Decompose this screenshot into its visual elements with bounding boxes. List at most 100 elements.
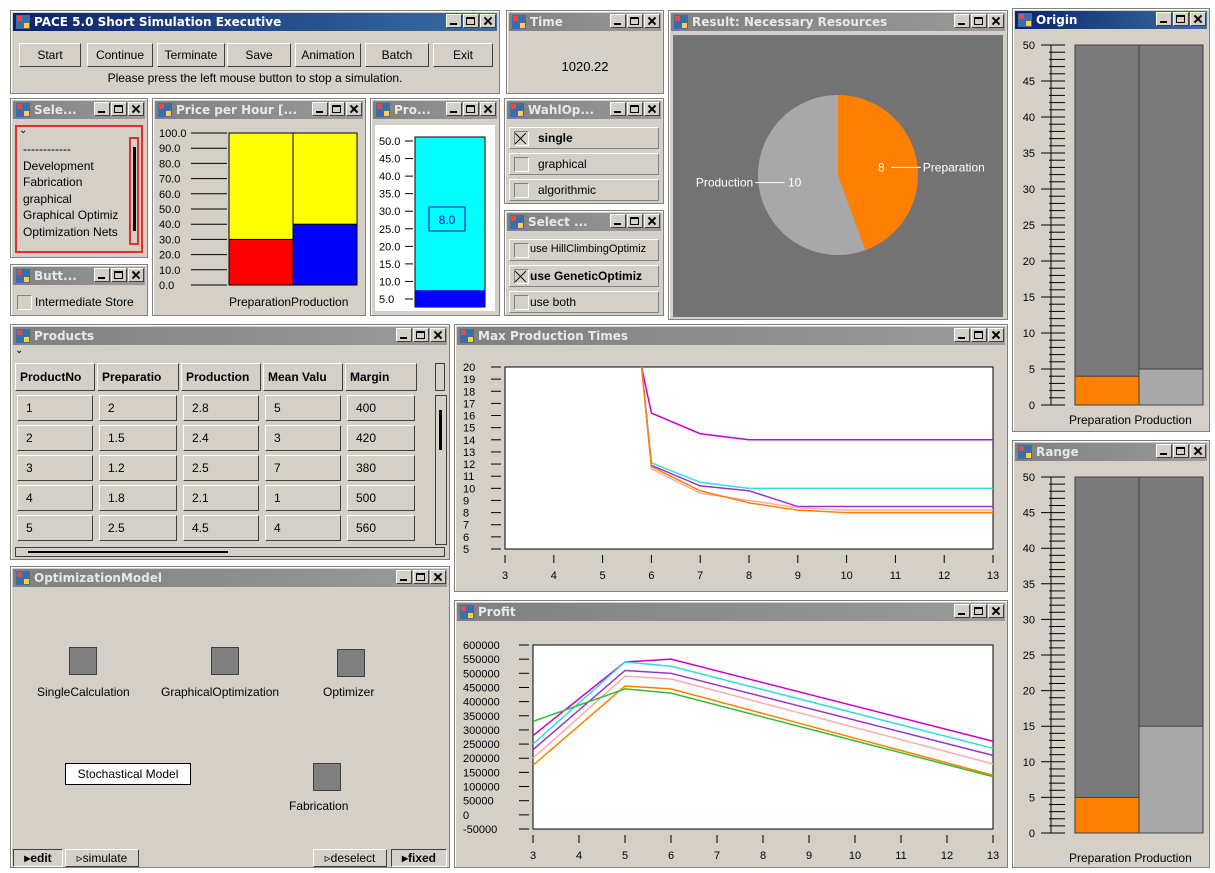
table-cell[interactable]: 380: [347, 455, 415, 481]
select-list-box[interactable]: ⌄ ------------ Development Fabrication grap…: [15, 125, 143, 253]
table-cell[interactable]: 5: [265, 395, 341, 421]
select-list-scrollbar[interactable]: [129, 137, 139, 245]
close-icon[interactable]: [480, 102, 496, 116]
table-cell[interactable]: 7: [265, 455, 341, 481]
products-titlebar[interactable]: Products: [13, 327, 447, 345]
single-checkbox[interactable]: [514, 131, 529, 146]
close-icon[interactable]: [644, 102, 660, 116]
table-cell[interactable]: 2: [17, 425, 93, 451]
close-icon[interactable]: [480, 14, 496, 28]
close-icon[interactable]: [430, 570, 446, 584]
table-cell[interactable]: 420: [347, 425, 415, 451]
minimize-icon[interactable]: [954, 14, 970, 28]
column-header[interactable]: ProductNo: [15, 363, 95, 391]
minimize-icon[interactable]: [94, 268, 110, 282]
table-cell[interactable]: 4: [17, 485, 93, 511]
list-item[interactable]: Graphical Optimiz: [23, 208, 119, 222]
maximize-icon[interactable]: [1173, 12, 1189, 26]
minimize-icon[interactable]: [954, 328, 970, 342]
option-hillclimbing[interactable]: use HillClimbingOptimiz: [509, 239, 659, 261]
deselect-button[interactable]: ▹deselect: [313, 849, 387, 867]
list-item[interactable]: ------------: [23, 142, 71, 156]
simulate-button[interactable]: ▹simulate: [65, 849, 139, 867]
close-icon[interactable]: [1190, 12, 1206, 26]
animation-button[interactable]: Animation: [295, 43, 361, 67]
table-cell[interactable]: 3: [17, 455, 93, 481]
maximize-icon[interactable]: [463, 14, 479, 28]
maxprod-titlebar[interactable]: Max Production Times: [457, 327, 1005, 345]
table-cell[interactable]: 1.5: [99, 425, 177, 451]
graphical-checkbox[interactable]: [514, 157, 529, 172]
table-hscrollbar[interactable]: [15, 547, 445, 557]
column-header[interactable]: Margin: [345, 363, 417, 391]
table-cell[interactable]: 2.8: [183, 395, 259, 421]
maximize-icon[interactable]: [971, 328, 987, 342]
column-header[interactable]: Production: [181, 363, 261, 391]
table-cell[interactable]: 1: [265, 485, 341, 511]
table-cell[interactable]: 2: [99, 395, 177, 421]
maximize-icon[interactable]: [463, 102, 479, 116]
algorithmic-checkbox[interactable]: [514, 183, 529, 198]
minimize-icon[interactable]: [396, 570, 412, 584]
close-icon[interactable]: [430, 328, 446, 342]
list-item[interactable]: Development: [23, 158, 94, 173]
minimize-icon[interactable]: [1156, 12, 1172, 26]
stochastical-model-box[interactable]: Stochastical Model: [65, 763, 191, 785]
minimize-icon[interactable]: [610, 214, 626, 228]
buttons-titlebar[interactable]: Butt...: [13, 267, 145, 285]
minimize-icon[interactable]: [954, 604, 970, 618]
time-titlebar[interactable]: Time: [509, 13, 661, 31]
table-cell[interactable]: 2.5: [99, 515, 177, 541]
table-cell[interactable]: 1.2: [99, 455, 177, 481]
optmodel-titlebar[interactable]: OptimizationModel: [13, 569, 447, 587]
batch-button[interactable]: Batch: [365, 43, 429, 67]
intermediate-store-checkbox[interactable]: [17, 295, 32, 310]
close-icon[interactable]: [644, 14, 660, 28]
node-fabrication[interactable]: [313, 763, 341, 791]
exec-titlebar[interactable]: PACE 5.0 Short Simulation Executive: [13, 13, 497, 31]
price-titlebar[interactable]: Price per Hour [...: [155, 101, 363, 119]
option-graphical[interactable]: graphical: [509, 153, 659, 175]
list-item[interactable]: graphical: [23, 191, 72, 206]
chevron-down-icon[interactable]: ⌄: [19, 125, 28, 136]
maximize-icon[interactable]: [1173, 444, 1189, 458]
start-button[interactable]: Start: [19, 43, 81, 67]
minimize-icon[interactable]: [610, 102, 626, 116]
table-cell[interactable]: 1: [17, 395, 93, 421]
list-item[interactable]: Optimization Nets: [23, 224, 118, 239]
select-list-titlebar[interactable]: Sele...: [13, 101, 145, 119]
pro-titlebar[interactable]: Pro...: [373, 101, 497, 119]
close-icon[interactable]: [1190, 444, 1206, 458]
node-optimizer[interactable]: [337, 649, 365, 677]
terminate-button[interactable]: Terminate: [157, 43, 225, 67]
minimize-icon[interactable]: [610, 14, 626, 28]
maximize-icon[interactable]: [413, 570, 429, 584]
edit-button[interactable]: ▸edit: [13, 849, 63, 867]
option-genetic[interactable]: use GeneticOptimiz: [509, 265, 659, 287]
column-header[interactable]: Mean Valu: [263, 363, 343, 391]
table-cell[interactable]: 400: [347, 395, 415, 421]
table-cell[interactable]: 2.4: [183, 425, 259, 451]
maximize-icon[interactable]: [971, 604, 987, 618]
minimize-icon[interactable]: [312, 102, 328, 116]
close-icon[interactable]: [988, 14, 1004, 28]
minimize-icon[interactable]: [94, 102, 110, 116]
maximize-icon[interactable]: [329, 102, 345, 116]
table-cell[interactable]: 4.5: [183, 515, 259, 541]
node-singlecalculation[interactable]: [69, 647, 97, 675]
maximize-icon[interactable]: [111, 268, 127, 282]
table-cell[interactable]: 560: [347, 515, 415, 541]
both-checkbox[interactable]: [514, 295, 529, 310]
table-cell[interactable]: 2.5: [183, 455, 259, 481]
profit-titlebar[interactable]: Profit: [457, 603, 1005, 621]
scroll-thumb[interactable]: [133, 147, 136, 231]
maximize-icon[interactable]: [627, 14, 643, 28]
table-cell[interactable]: 1.8: [99, 485, 177, 511]
list-item[interactable]: Fabrication: [23, 175, 83, 189]
select-optimizer-titlebar[interactable]: Select ...: [507, 213, 661, 231]
option-algorithmic[interactable]: algorithmic: [509, 179, 659, 201]
minimize-icon[interactable]: [396, 328, 412, 342]
minimize-icon[interactable]: [446, 102, 462, 116]
maximize-icon[interactable]: [627, 102, 643, 116]
scroll-thumb[interactable]: [439, 410, 442, 450]
